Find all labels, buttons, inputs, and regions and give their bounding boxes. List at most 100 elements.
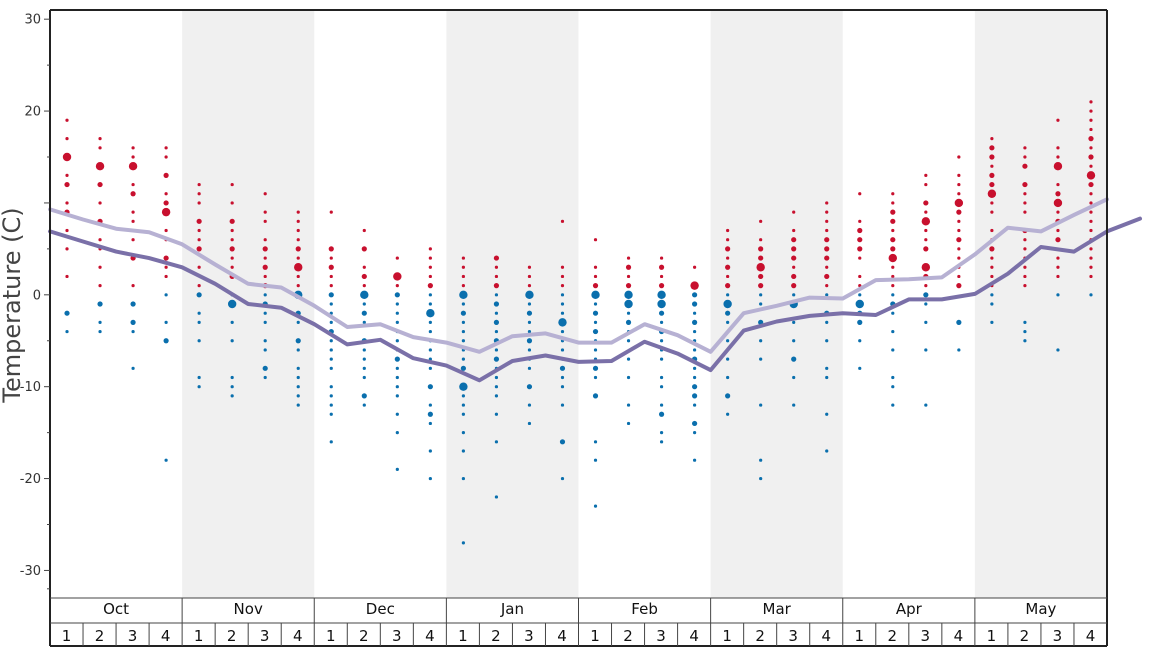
temperature-point [726,228,730,233]
temperature-point [593,320,598,324]
temperature-point [362,403,366,407]
week-label: 4 [1086,627,1096,645]
temperature-point [460,365,466,371]
temperature-point [329,348,333,352]
temperature-point [592,310,599,316]
temperature-point [693,375,697,380]
temperature-point [1089,228,1093,233]
temperature-point [164,265,168,269]
temperature-point [295,246,301,252]
temperature-point [921,217,931,226]
temperature-point [759,339,763,343]
temperature-point [825,449,829,453]
temperature-point [658,264,665,270]
temperature-point [98,265,102,269]
temperature-point [791,237,797,243]
temperature-point [957,182,961,187]
temperature-point [426,308,435,318]
temperature-point [329,274,333,279]
temperature-point [1056,118,1060,122]
month-bands [182,10,1107,598]
temperature-point [957,348,961,352]
temperature-point [329,357,333,361]
temperature-point [593,504,598,508]
temperature-point [891,192,895,196]
temperature-point [362,265,366,269]
temperature-point [593,375,598,380]
temperature-point [725,264,731,270]
temperature-point [296,284,300,288]
temperature-point [428,449,432,453]
temperature-point [164,146,168,150]
temperature-point [461,302,465,306]
temperature-point [329,302,333,306]
temperature-point [690,281,699,290]
temperature-point [693,348,697,352]
temperature-point [262,246,268,252]
temperature-point [923,292,929,298]
temperature-point [1022,181,1028,188]
temperature-point [329,385,333,389]
temperature-point [263,348,267,352]
temperature-point [791,273,797,280]
temperature-point [891,201,895,205]
temperature-point [197,192,201,196]
y-axis: -30 -20 -10 0 20 30 [20,13,50,590]
temperature-point [825,339,829,343]
temperature-point [1023,238,1027,242]
temperature-point [296,320,300,324]
temperature-point [1023,320,1027,324]
temperature-point [131,146,135,150]
temperature-point [693,265,697,269]
temperature-point [131,210,135,214]
week-label: 4 [821,627,831,645]
temperature-point [230,201,234,205]
temperature-point [626,375,631,380]
temperature-point [989,172,995,178]
temperature-point [858,293,862,297]
temperature-point [131,284,135,288]
temperature-point [824,237,830,243]
temperature-point [1089,219,1093,223]
temperature-point [1023,339,1027,343]
temperature-point [891,348,895,352]
week-label: 2 [359,627,369,645]
temperature-point [923,200,929,206]
temperature-point [229,218,235,224]
temperature-point [98,137,102,141]
temperature-point [891,329,895,334]
temperature-point [197,385,201,389]
temperature-point [362,357,366,361]
temperature-point [693,366,697,370]
temperature-point [263,311,267,315]
temperature-point [362,228,366,233]
temperature-point [891,375,895,380]
temperature-point [461,431,465,435]
temperature-point [97,301,103,307]
temperature-point [1055,191,1061,197]
temperature-point [825,375,829,380]
temperature-point [197,228,201,233]
temperature-point [858,192,862,196]
temperature-point [624,299,633,309]
temperature-point [1023,265,1027,269]
temperature-point [230,228,234,233]
temperature-point [527,265,532,269]
temperature-point [890,218,896,224]
temperature-point [395,284,399,288]
temperature-point [163,200,169,206]
temperature-point [527,302,532,306]
temperature-point [626,256,631,260]
temperature-point [329,440,333,444]
temperature-point [791,246,797,252]
temperature-point [329,403,333,407]
temperature-point [1089,100,1093,104]
temperature-point [230,339,234,343]
temperature-point [65,137,69,141]
week-label: 4 [161,627,171,645]
temperature-point [1088,154,1094,160]
temperature-point [791,356,797,362]
temperature-point [328,292,334,298]
temperature-point [164,293,168,297]
temperature-point [825,293,829,297]
